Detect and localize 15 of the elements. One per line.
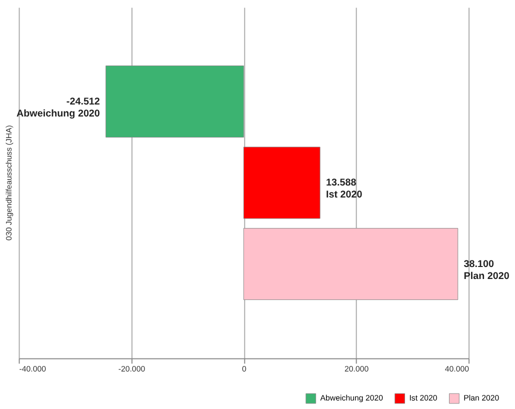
text: Abweichung 2020 — [16, 108, 100, 120]
x-tick-label: 20.000 — [344, 364, 370, 374]
y-tick-label: 030 Jugendhilfeausschuss (JHA) — [4, 124, 14, 240]
text: Plan 2020 — [464, 270, 510, 282]
x-tick-label: 0 — [242, 364, 247, 374]
x-tick-label: -40.000 — [19, 364, 47, 374]
legend-label: Abweichung 2020 — [320, 393, 384, 402]
data-label: 13.588 — [326, 178, 357, 189]
data-label: -24.512 — [66, 96, 100, 108]
x-tick-label: -20.000 — [118, 364, 146, 374]
legend-label: Plan 2020 — [464, 393, 500, 402]
x-tick-label: 40.000 — [444, 364, 470, 374]
legend-label: Ist 2020 — [409, 393, 438, 402]
data-label: 38.100 — [464, 258, 494, 270]
text: Ist 2020 — [326, 190, 362, 201]
